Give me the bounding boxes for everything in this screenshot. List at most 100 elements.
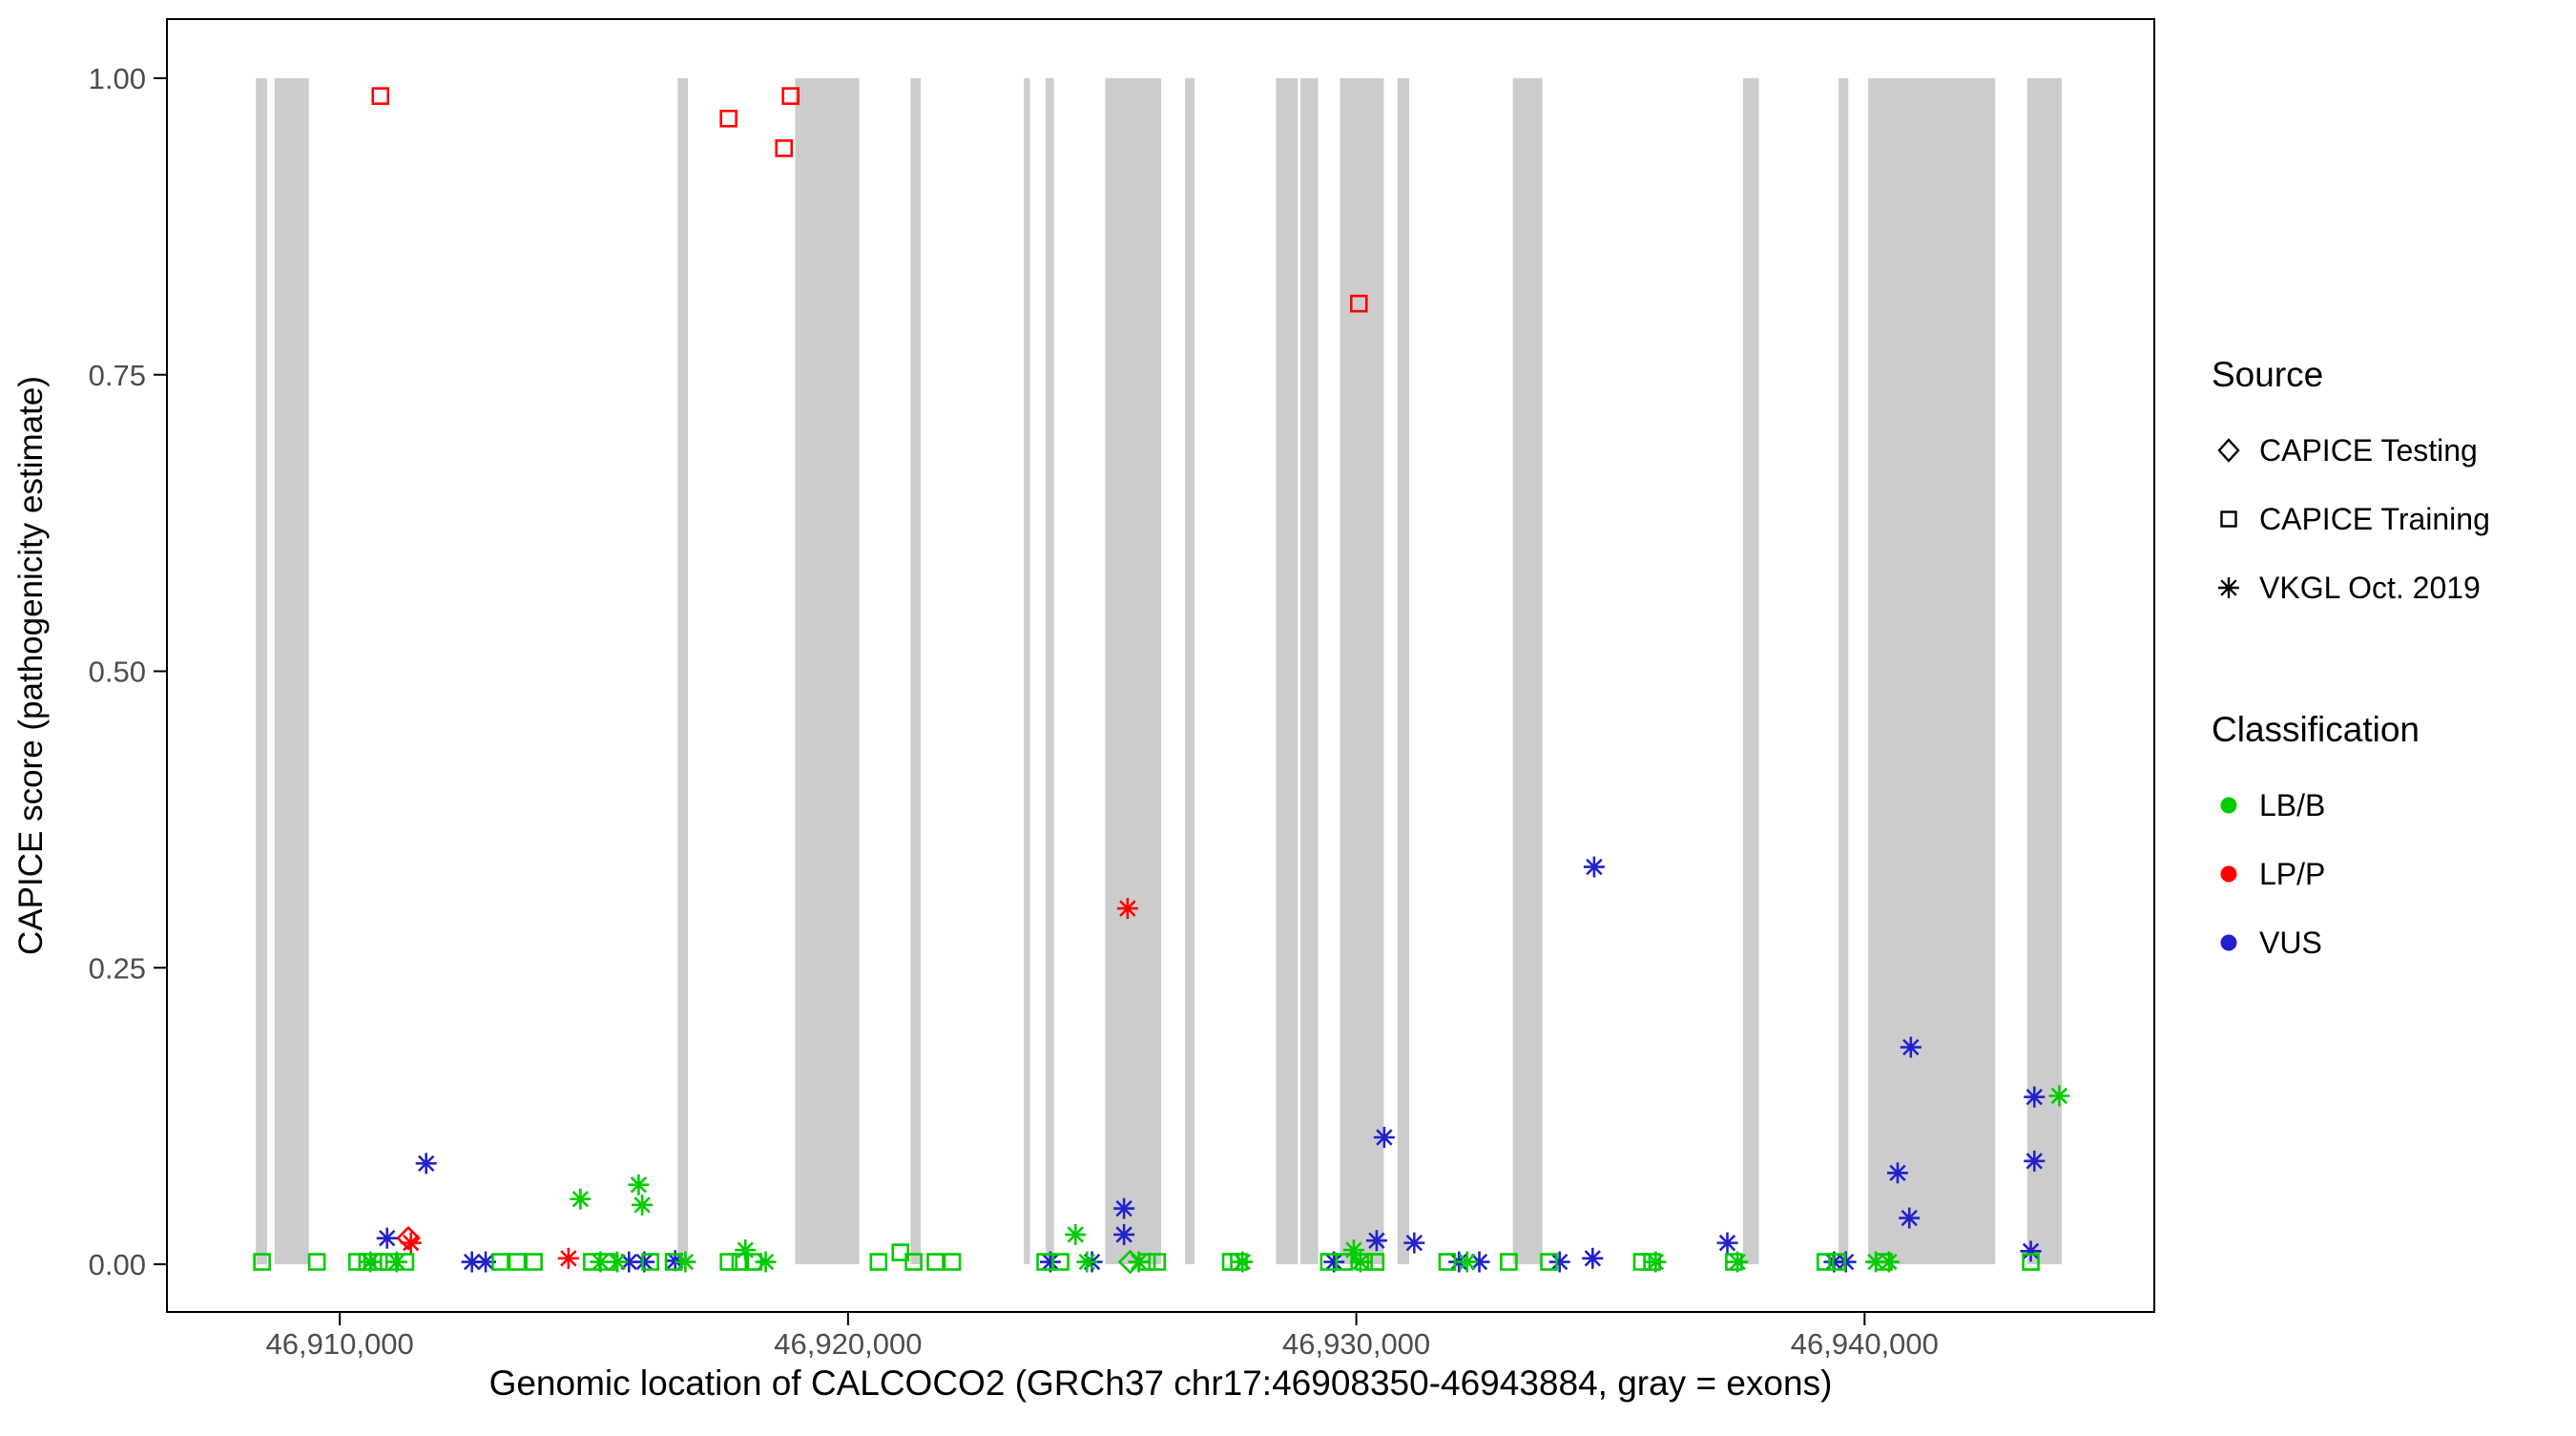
- data-point[interactable]: [1548, 1251, 1570, 1273]
- data-point[interactable]: [396, 1225, 421, 1251]
- data-point[interactable]: [1117, 1249, 1143, 1275]
- data-point[interactable]: [369, 1253, 388, 1271]
- data-point[interactable]: [598, 1253, 616, 1271]
- data-point[interactable]: [744, 1253, 763, 1271]
- data-point[interactable]: [1817, 1253, 1835, 1271]
- y-tick-label: 1.00: [89, 62, 146, 95]
- data-point[interactable]: [1230, 1253, 1248, 1271]
- data-point[interactable]: [1583, 856, 1605, 878]
- data-point[interactable]: [1349, 294, 1368, 313]
- data-point[interactable]: [719, 109, 737, 128]
- data-point[interactable]: [628, 1174, 650, 1196]
- x-axis-title: Genomic location of CALCOCO2 (GRCh37 chr…: [489, 1363, 1833, 1403]
- data-point[interactable]: [1468, 1251, 1490, 1273]
- data-point[interactable]: [1113, 1197, 1135, 1219]
- data-point[interactable]: [1632, 1253, 1652, 1271]
- x-tick-label: 46,930,000: [1282, 1327, 1430, 1361]
- data-point[interactable]: [943, 1253, 962, 1271]
- data-point[interactable]: [1366, 1253, 1385, 1271]
- legend-item-label: CAPICE Training: [2259, 501, 2490, 536]
- data-point[interactable]: [632, 1194, 654, 1216]
- blue-dot-icon: [2220, 934, 2237, 951]
- data-point[interactable]: [775, 139, 794, 157]
- data-point[interactable]: [1113, 1223, 1135, 1245]
- data-point[interactable]: [1886, 1162, 1908, 1184]
- exon-band: [1340, 78, 1384, 1264]
- y-axis: 0.00 0.25 0.50 0.75 1.00: [89, 62, 167, 1281]
- data-point[interactable]: [1828, 1253, 1846, 1271]
- data-point[interactable]: [664, 1253, 683, 1271]
- exon-band: [1839, 78, 1849, 1264]
- data-point[interactable]: [641, 1253, 659, 1271]
- data-point[interactable]: [904, 1253, 923, 1271]
- data-point[interactable]: [731, 1253, 750, 1271]
- data-point[interactable]: [347, 1253, 366, 1271]
- data-point[interactable]: [891, 1243, 910, 1261]
- data-point[interactable]: [1065, 1223, 1087, 1245]
- data-point[interactable]: [1148, 1253, 1167, 1271]
- legend-item-lbb: LB/B: [2212, 771, 2490, 840]
- data-point[interactable]: [1373, 1126, 1395, 1148]
- data-point[interactable]: [2024, 1150, 2046, 1172]
- exon-bands: [256, 78, 2063, 1264]
- data-point[interactable]: [1137, 1253, 1156, 1271]
- data-point[interactable]: [307, 1253, 326, 1271]
- data-point[interactable]: [396, 1253, 415, 1271]
- data-point[interactable]: [2020, 1240, 2042, 1262]
- data-point[interactable]: [781, 87, 800, 105]
- exon-band: [1046, 78, 1054, 1264]
- data-point[interactable]: [926, 1253, 945, 1271]
- data-point[interactable]: [415, 1153, 437, 1175]
- data-point[interactable]: [379, 1253, 398, 1271]
- data-point[interactable]: [461, 1251, 483, 1273]
- data-point[interactable]: [1335, 1253, 1354, 1271]
- data-point[interactable]: [1076, 1251, 1098, 1273]
- exon-band: [1868, 78, 1996, 1264]
- legend-classification-title: Classification: [2212, 710, 2420, 749]
- exon-band: [1276, 78, 1298, 1264]
- data-point[interactable]: [371, 87, 390, 105]
- data-point[interactable]: [1725, 1253, 1743, 1271]
- data-point[interactable]: [869, 1253, 888, 1271]
- data-point[interactable]: [491, 1253, 509, 1271]
- y-tick-label: 0.00: [89, 1248, 146, 1281]
- legend-item-vus: VUS: [2212, 908, 2490, 977]
- data-point[interactable]: [1540, 1253, 1558, 1271]
- x-tick-label: 46,940,000: [1791, 1327, 1939, 1361]
- data-point[interactable]: [1051, 1253, 1070, 1271]
- data-point[interactable]: [607, 1251, 629, 1273]
- exon-band: [1185, 78, 1195, 1264]
- data-point[interactable]: [719, 1253, 737, 1271]
- data-point[interactable]: [1365, 1230, 1387, 1252]
- exon-band: [795, 78, 860, 1264]
- data-point[interactable]: [2022, 1253, 2040, 1271]
- data-point[interactable]: [557, 1247, 579, 1269]
- data-point[interactable]: [1875, 1253, 1893, 1271]
- data-point[interactable]: [1116, 898, 1138, 920]
- data-point[interactable]: [1456, 1251, 1478, 1273]
- data-point[interactable]: [1500, 1253, 1518, 1271]
- data-point[interactable]: [358, 1253, 377, 1271]
- data-point[interactable]: [253, 1253, 271, 1271]
- exon-band: [677, 78, 689, 1264]
- data-point[interactable]: [1899, 1207, 1921, 1229]
- data-point[interactable]: [525, 1253, 543, 1271]
- data-point[interactable]: [376, 1227, 398, 1249]
- legend-item-label: LP/P: [2259, 856, 2326, 891]
- data-point[interactable]: [1643, 1253, 1661, 1271]
- legend-item-lpp: LP/P: [2212, 840, 2490, 908]
- data-point[interactable]: [2048, 1085, 2070, 1107]
- data-point[interactable]: [508, 1253, 527, 1271]
- red-dot-icon: [2220, 865, 2237, 883]
- data-point[interactable]: [1900, 1036, 1922, 1058]
- data-point[interactable]: [1403, 1232, 1425, 1254]
- data-point[interactable]: [570, 1188, 592, 1210]
- data-point[interactable]: [1716, 1232, 1738, 1254]
- legend-item-label: VUS: [2259, 925, 2322, 960]
- data-point[interactable]: [2024, 1086, 2046, 1108]
- data-point[interactable]: [1438, 1253, 1457, 1271]
- y-axis-title: CAPICE score (pathogenicity estimate): [12, 376, 50, 955]
- data-point[interactable]: [1582, 1247, 1604, 1269]
- data-point[interactable]: [1355, 1253, 1373, 1271]
